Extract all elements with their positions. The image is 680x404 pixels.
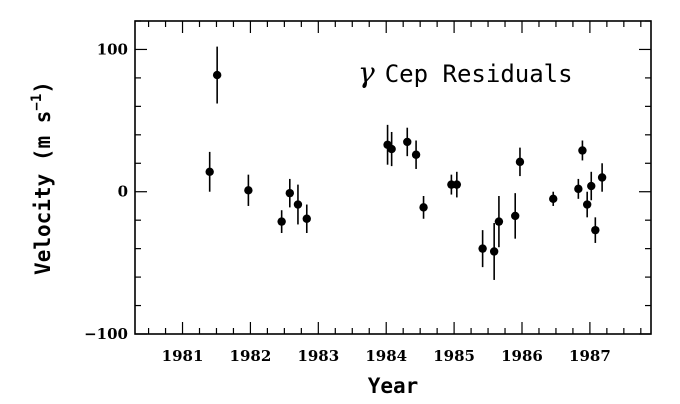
axis-tick-labels: 1981 1982 1983 1984 1985 1986 1987 −100 0 100 <box>84 40 611 365</box>
plot-border <box>134 20 652 335</box>
data-point <box>549 194 558 204</box>
data-point <box>597 173 607 182</box>
x-tick-label: 1982 <box>230 347 272 365</box>
x-tick-label: 1986 <box>501 347 543 365</box>
x-tick-label: 1987 <box>569 347 611 365</box>
y-tick-label: −100 <box>84 325 128 343</box>
chart-annotation: γ Cep Residuals <box>358 56 573 89</box>
data-point <box>494 217 504 226</box>
data-point <box>302 214 311 223</box>
data-point <box>574 184 583 194</box>
data-point <box>452 180 462 189</box>
annotation-symbol: γ <box>358 56 375 89</box>
plot-frame <box>134 20 652 335</box>
y-tick-label: 0 <box>118 183 128 201</box>
data-point <box>515 157 525 167</box>
data-point <box>578 146 587 155</box>
x-tick-label: 1983 <box>297 347 339 365</box>
data-point <box>511 211 520 221</box>
data-point <box>411 150 421 159</box>
y-axis-title: Velocity (m s−1) <box>29 81 55 275</box>
x-tick-label: 1985 <box>433 347 475 365</box>
data-point <box>212 70 222 80</box>
data-point <box>478 244 487 253</box>
x-axis-title: Year <box>368 374 419 398</box>
data-point <box>591 225 600 235</box>
data-point <box>244 186 253 195</box>
y-axis-title-main: Velocity (m s <box>31 111 55 275</box>
data-point <box>277 217 286 226</box>
data-point <box>205 167 214 177</box>
x-tick-label: 1981 <box>162 347 204 365</box>
axis-ticks <box>135 20 651 335</box>
data-points <box>205 46 607 280</box>
y-axis-title-close: ) <box>31 81 55 94</box>
data-point <box>587 181 596 191</box>
data-point <box>489 247 499 256</box>
y-axis-title-exponent: −1 <box>29 94 45 111</box>
data-point <box>419 203 428 212</box>
y-tick-label: 100 <box>97 40 128 58</box>
x-tick-label: 1984 <box>365 347 407 365</box>
data-point <box>293 200 303 209</box>
data-point <box>285 188 294 198</box>
data-point <box>403 137 412 147</box>
data-point <box>582 200 592 209</box>
annotation-text: Cep Residuals <box>385 60 573 88</box>
data-point <box>387 144 396 154</box>
